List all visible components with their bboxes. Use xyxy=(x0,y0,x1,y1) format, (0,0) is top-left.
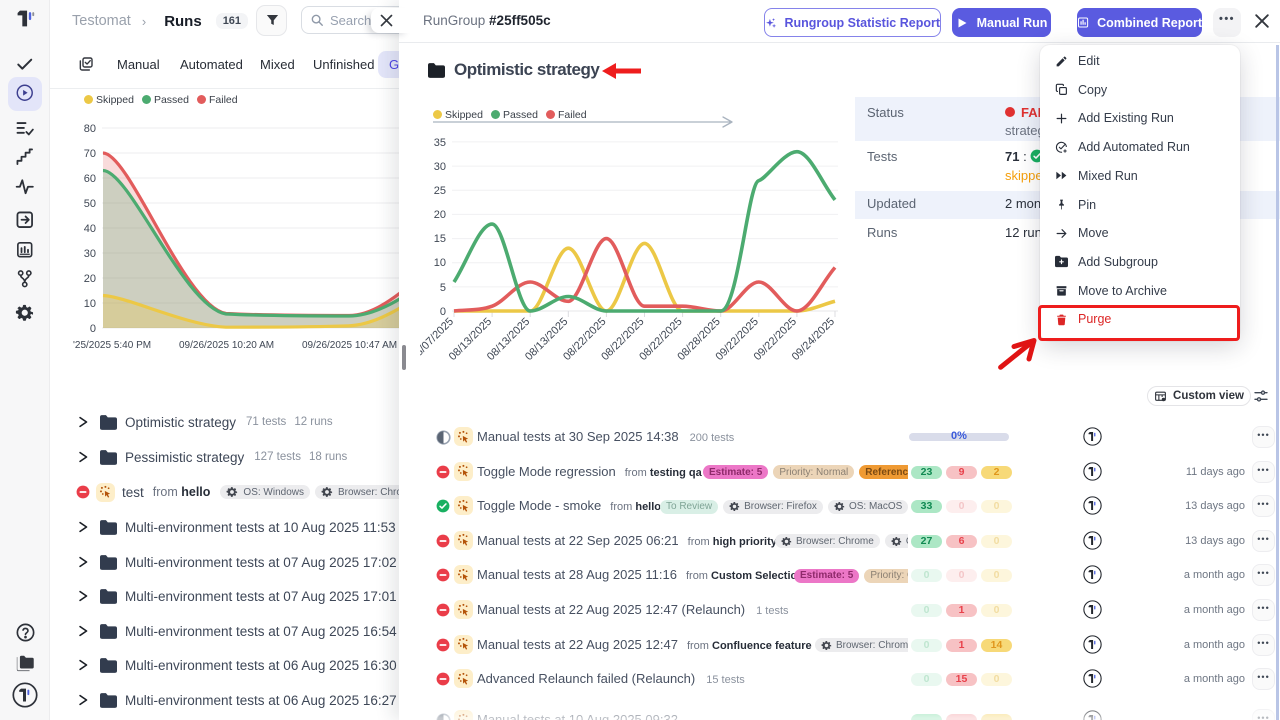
svg-text:35: 35 xyxy=(434,137,446,149)
svg-text:0: 0 xyxy=(90,323,96,335)
svg-text:20: 20 xyxy=(434,209,446,221)
svg-text:15: 15 xyxy=(434,233,446,245)
svg-text:40: 40 xyxy=(84,223,96,235)
svg-text:25: 25 xyxy=(434,185,446,197)
svg-text:60: 60 xyxy=(84,173,96,185)
svg-text:10: 10 xyxy=(434,257,446,269)
svg-text:0: 0 xyxy=(440,306,446,318)
svg-text:30: 30 xyxy=(84,248,96,260)
svg-text:50: 50 xyxy=(84,198,96,210)
svg-text:30: 30 xyxy=(434,161,446,173)
svg-text:70: 70 xyxy=(84,148,96,160)
svg-text:10: 10 xyxy=(84,298,96,310)
svg-text:5: 5 xyxy=(440,282,446,294)
svg-text:80: 80 xyxy=(84,123,96,135)
svg-text:20: 20 xyxy=(84,273,96,285)
